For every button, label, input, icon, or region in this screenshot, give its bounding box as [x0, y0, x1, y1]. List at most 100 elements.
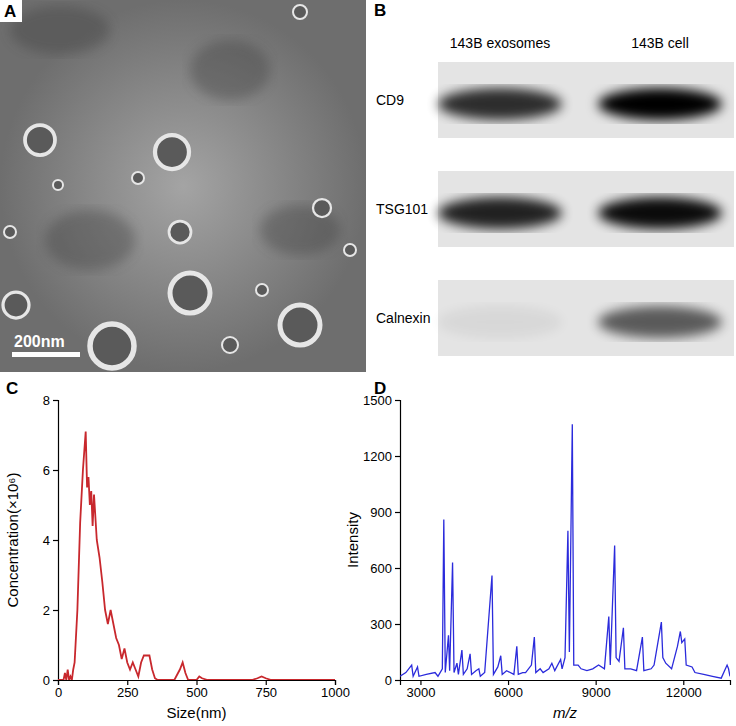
tick-label: 6 — [43, 463, 50, 478]
tick: 250 — [117, 680, 139, 700]
tick: 4 — [43, 533, 58, 548]
column-label: 143B cell — [631, 35, 689, 51]
tick: 600 — [370, 561, 400, 576]
tick-label: 2 — [43, 603, 50, 618]
tick-label: 300 — [370, 617, 392, 632]
band — [598, 197, 722, 229]
blot-panel: B143B exosomes143B cellCD9TSG101Calnexin — [374, 1, 734, 356]
tick: 2 — [43, 603, 58, 618]
x-axis-title: Size(nm) — [166, 704, 226, 721]
tick-label: 900 — [370, 505, 392, 520]
panel-label: A — [4, 2, 16, 21]
plot-area — [400, 424, 730, 678]
x-axis-title: m/z — [553, 704, 578, 721]
tick-label: 500 — [186, 685, 208, 700]
line-panel: D30006000900012000030060090012001500m/zI… — [344, 379, 731, 721]
tick: 0 — [55, 680, 62, 700]
label-bg — [0, 0, 22, 22]
vesicle — [170, 273, 210, 313]
row-label: TSG101 — [376, 201, 428, 217]
tick-label: 1000 — [321, 685, 350, 700]
series — [58, 432, 335, 681]
stain — [45, 210, 135, 270]
tick-label: 0 — [55, 685, 62, 700]
tick-mark — [53, 610, 58, 611]
vesicle — [280, 305, 320, 345]
tick-label: 8 — [43, 393, 50, 408]
tick: 300 — [370, 617, 400, 632]
band — [438, 88, 562, 120]
tick: 9000 — [582, 680, 611, 700]
plot-area — [58, 432, 335, 681]
tick-mark — [395, 680, 400, 681]
tick-label: 1200 — [363, 449, 392, 464]
data-line — [58, 432, 335, 681]
y-axis: 0 2 4 6 8 — [43, 393, 59, 688]
blot-strip — [438, 280, 734, 356]
tick: 0 — [43, 673, 58, 688]
tick-mark — [395, 624, 400, 625]
y-axis-title: Concentration(×10⁶) — [4, 472, 21, 607]
y-axis-title: Intensity — [344, 512, 361, 568]
panel-label: C — [6, 379, 18, 398]
tick-mark — [395, 456, 400, 457]
tick-mark — [53, 400, 58, 401]
tick-mark — [53, 470, 58, 471]
tick: 8 — [43, 393, 58, 408]
tick: 0 — [385, 673, 400, 688]
tick-label: 3000 — [406, 685, 435, 700]
scale-bar-label: 200nm — [14, 333, 65, 350]
vesicle — [222, 337, 238, 353]
figure: A200nmB143B exosomes143B cellCD9TSG101Ca… — [0, 0, 736, 726]
vesicle — [4, 226, 16, 238]
tick-mark — [395, 568, 400, 569]
tick: 750 — [255, 680, 277, 700]
tick-label: 250 — [117, 685, 139, 700]
tick-label: 750 — [255, 685, 277, 700]
tick-label: 9000 — [582, 685, 611, 700]
tick-label: 12000 — [666, 685, 702, 700]
band — [438, 197, 562, 229]
vesicle — [313, 199, 331, 217]
series — [400, 424, 730, 678]
tick: 1000 — [321, 680, 350, 700]
tick-mark — [53, 680, 58, 681]
vesicle — [155, 135, 189, 169]
blot-strip — [438, 171, 734, 247]
stain — [190, 40, 270, 100]
tick: 900 — [370, 505, 400, 520]
vesicle — [293, 5, 307, 19]
tick-label: 4 — [43, 533, 50, 548]
data-line — [400, 424, 730, 678]
vesicle — [53, 180, 63, 190]
panel-label: B — [374, 1, 386, 20]
blot-strip — [438, 62, 734, 138]
tem-panel: A 200nm — [0, 0, 366, 372]
tick: 12000 — [666, 680, 702, 700]
vesicle — [256, 284, 268, 296]
stain — [10, 6, 110, 54]
vesicle — [132, 172, 144, 184]
x-axis: 0 250 500 750 1000 — [55, 680, 350, 700]
tick-label: 600 — [370, 561, 392, 576]
y-axis-line — [395, 401, 401, 681]
tick: 6000 — [494, 680, 523, 700]
tick: 1200 — [363, 449, 400, 464]
vesicle — [90, 324, 134, 368]
band — [598, 88, 722, 120]
tem-image — [0, 0, 366, 372]
band — [598, 306, 722, 338]
line-panel: C 0 250 500 750 1000 0 2 4 6 8 Size(nm) Concentratio… — [4, 379, 350, 721]
tick-mark — [395, 512, 400, 513]
tick-mark — [395, 400, 400, 401]
row-label: Calnexin — [376, 310, 430, 326]
vesicle — [25, 125, 55, 155]
tick-label: 1500 — [363, 393, 392, 408]
tick-label: 0 — [43, 673, 50, 688]
tick: 500 — [186, 680, 208, 700]
tick: 1500 — [363, 393, 400, 408]
y-axis-line — [53, 401, 59, 681]
vesicle — [169, 221, 191, 243]
column-label: 143B exosomes — [450, 35, 550, 51]
vesicle — [344, 244, 356, 256]
